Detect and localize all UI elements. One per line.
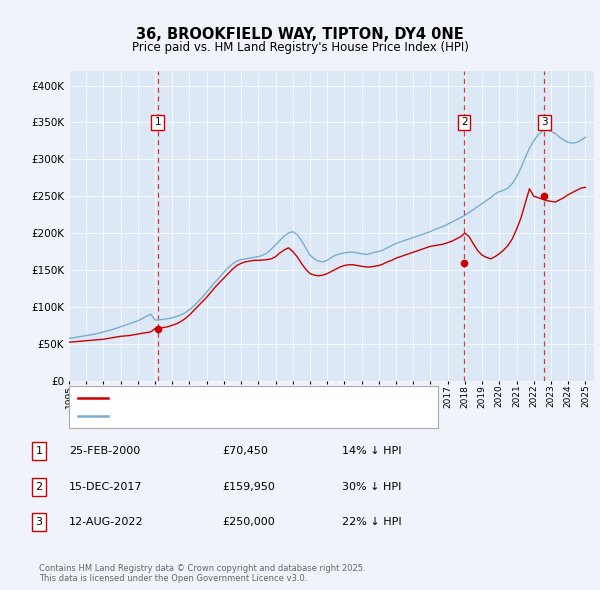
Text: 2: 2 [461, 117, 467, 127]
Text: 14% ↓ HPI: 14% ↓ HPI [342, 447, 401, 456]
Text: £70,450: £70,450 [222, 447, 268, 456]
Text: HPI: Average price, detached house, Sandwell: HPI: Average price, detached house, Sand… [115, 411, 355, 421]
Text: 3: 3 [35, 517, 43, 527]
Text: 30% ↓ HPI: 30% ↓ HPI [342, 482, 401, 491]
Text: 15-DEC-2017: 15-DEC-2017 [69, 482, 143, 491]
Text: 3: 3 [541, 117, 548, 127]
Text: Price paid vs. HM Land Registry's House Price Index (HPI): Price paid vs. HM Land Registry's House … [131, 41, 469, 54]
Text: £159,950: £159,950 [222, 482, 275, 491]
Text: 36, BROOKFIELD WAY, TIPTON, DY4 0NE (detached house): 36, BROOKFIELD WAY, TIPTON, DY4 0NE (det… [115, 393, 418, 403]
Text: 2: 2 [35, 482, 43, 491]
Text: 25-FEB-2000: 25-FEB-2000 [69, 447, 140, 456]
Text: Contains HM Land Registry data © Crown copyright and database right 2025.
This d: Contains HM Land Registry data © Crown c… [39, 563, 365, 583]
Text: 1: 1 [35, 447, 43, 456]
Text: 36, BROOKFIELD WAY, TIPTON, DY4 0NE: 36, BROOKFIELD WAY, TIPTON, DY4 0NE [136, 27, 464, 41]
Text: £250,000: £250,000 [222, 517, 275, 527]
Text: 12-AUG-2022: 12-AUG-2022 [69, 517, 143, 527]
Text: 1: 1 [154, 117, 161, 127]
Text: 22% ↓ HPI: 22% ↓ HPI [342, 517, 401, 527]
